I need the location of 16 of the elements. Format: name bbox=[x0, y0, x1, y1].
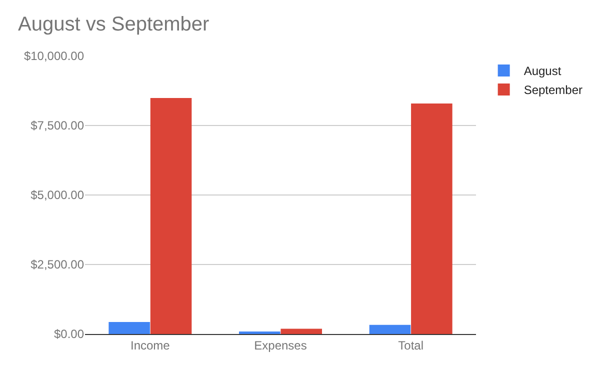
x-tick-label: Total bbox=[398, 338, 424, 352]
x-tick-label: Income bbox=[130, 338, 170, 352]
bar bbox=[150, 98, 192, 334]
y-tick-label: $2,500.00 bbox=[30, 258, 84, 272]
x-tick-label: Expenses bbox=[254, 338, 307, 352]
bar bbox=[280, 328, 322, 334]
y-tick-label: $10,000.00 bbox=[24, 49, 84, 64]
bar bbox=[411, 104, 452, 334]
y-tick-label: $0.00 bbox=[54, 327, 84, 342]
y-tick-label: $5,000.00 bbox=[30, 188, 84, 202]
y-tick-label: $7,500.00 bbox=[30, 118, 84, 133]
legend-label: September bbox=[524, 83, 583, 98]
chart-title: August vs September bbox=[18, 14, 210, 36]
bar bbox=[369, 324, 411, 334]
legend-label: August bbox=[524, 64, 562, 78]
bar bbox=[108, 322, 150, 334]
